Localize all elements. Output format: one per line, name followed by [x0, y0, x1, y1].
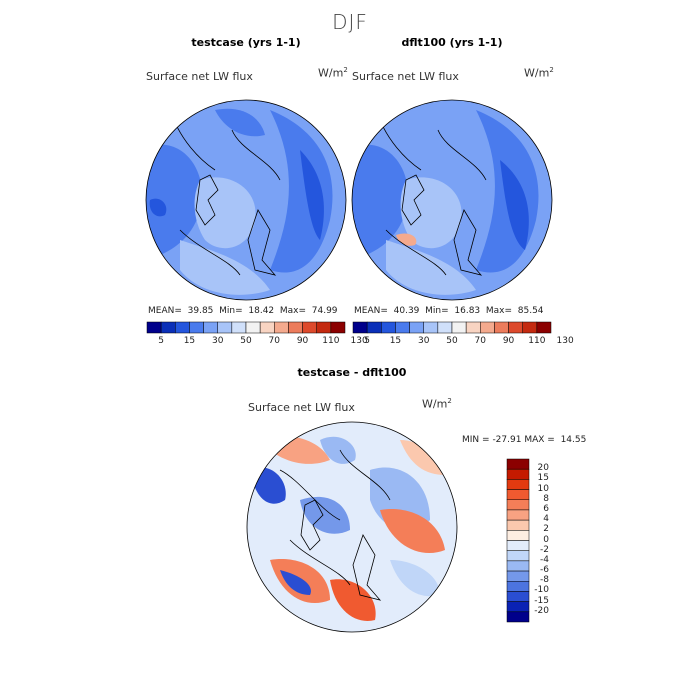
- page-title: DJF: [332, 10, 368, 34]
- stats-dflt100: MEAN= 40.39 Min= 16.83 Max= 85.54: [354, 306, 544, 316]
- colorbar-dflt100-tick-label: 50: [446, 336, 458, 346]
- unit-label-testcase: W/m2: [318, 66, 348, 80]
- colorbar-testcase-swatch: [175, 321, 190, 334]
- panel-title-testcase: testcase (yrs 1-1): [191, 36, 301, 49]
- colorbar-testcase-swatch: [203, 321, 218, 334]
- variable-label-testcase: Surface net LW flux: [146, 70, 253, 83]
- colorbar-testcase-swatch: [302, 321, 317, 334]
- map-testcase: [146, 100, 346, 300]
- colorbar-difference-swatch: [506, 570, 530, 582]
- colorbar-dflt100-swatch: [451, 321, 467, 334]
- variable-label-dflt100: Surface net LW flux: [352, 70, 459, 83]
- colorbar-testcase-swatch: [160, 321, 176, 334]
- stats-testcase: MEAN= 39.85 Min= 18.42 Max= 74.99: [148, 306, 338, 316]
- colorbar-difference-swatch: [506, 591, 530, 602]
- colorbar-difference-swatch: [506, 601, 530, 613]
- colorbar-dflt100-swatch: [522, 321, 538, 334]
- colorbar-difference-swatch: [506, 489, 530, 500]
- colorbar-dflt100-swatch: [508, 321, 523, 334]
- variable-label-difference: Surface net LW flux: [248, 401, 355, 414]
- colorbar-difference-swatch: [506, 519, 530, 531]
- colorbar-testcase-swatch: [245, 321, 261, 334]
- colorbar-difference-tick-label: 20: [537, 463, 549, 474]
- colorbar-difference-swatch: [506, 540, 530, 551]
- colorbar-dflt100: [352, 321, 552, 334]
- colorbar-testcase-swatch: [146, 321, 162, 334]
- colorbar-difference-swatch: [506, 611, 530, 623]
- map-boundary-dflt100: [351, 99, 553, 301]
- colorbar-dflt100-swatch: [381, 321, 396, 334]
- panel-title-difference: testcase - dflt100: [297, 366, 407, 379]
- colorbar-difference-swatch: [506, 581, 530, 592]
- colorbar-testcase-swatch: [330, 321, 346, 334]
- colorbar-dflt100-swatch: [409, 321, 424, 334]
- colorbar-dflt100-swatch: [395, 321, 410, 334]
- colorbar-dflt100-tick-label: 30: [417, 336, 430, 346]
- colorbar-difference-tick-label: -20: [534, 605, 549, 616]
- colorbar-dflt100-swatch: [423, 321, 439, 334]
- colorbar-dflt100-swatch: [536, 321, 552, 334]
- map-boundary-difference: [246, 421, 458, 633]
- colorbar-difference-tick-label: -6: [540, 565, 549, 576]
- unit-label-dflt100: W/m2: [524, 66, 554, 80]
- colorbar-difference-tick-label: -2: [540, 544, 549, 555]
- colorbar-testcase-tick-label: 90: [296, 336, 309, 346]
- colorbar-difference-tick-label: 6: [543, 503, 549, 514]
- colorbar-difference-swatch: [506, 560, 530, 572]
- colorbar-dflt100-tick-label: 90: [502, 336, 515, 346]
- colorbar-difference-tick-label: 8: [543, 493, 549, 504]
- stats-difference: MIN = -27.91 MAX = 14.55: [462, 435, 587, 445]
- map-boundary-testcase: [145, 99, 347, 301]
- colorbar-dflt100-swatch: [366, 321, 382, 334]
- colorbar-difference-tick-label: 15: [537, 473, 549, 484]
- colorbar-difference-tick-label: 2: [543, 524, 549, 535]
- colorbar-dflt100-swatch: [494, 321, 509, 334]
- colorbar-testcase-swatch: [316, 321, 332, 334]
- colorbar-testcase-swatch: [274, 321, 289, 334]
- map-dflt100: [352, 100, 552, 300]
- colorbar-difference-swatch: [506, 479, 530, 490]
- map-difference: [247, 422, 457, 632]
- colorbar-dflt100-tick-label: 130: [556, 336, 574, 346]
- colorbar-dflt100-tick-label: 70: [474, 336, 486, 346]
- colorbar-difference-tick-label: 4: [543, 514, 549, 525]
- unit-label-difference: W/m2: [422, 397, 452, 411]
- colorbar-testcase-swatch: [231, 321, 247, 334]
- colorbar-dflt100-tick-label: 5: [364, 336, 370, 346]
- colorbar-difference-swatch: [506, 530, 530, 541]
- colorbar-difference-tick-label: -10: [534, 585, 549, 596]
- colorbar-testcase-tick-label: 5: [158, 336, 164, 346]
- colorbar-difference-swatch: [506, 499, 530, 511]
- colorbar-difference-tick-label: 10: [537, 483, 549, 494]
- colorbar-difference-swatch: [506, 468, 530, 480]
- colorbar-difference-tick-label: 0: [543, 534, 549, 545]
- colorbar-testcase-tick-label: 130: [350, 336, 368, 346]
- colorbar-testcase-swatch: [288, 321, 303, 334]
- colorbar-dflt100-tick-label: 110: [528, 336, 546, 346]
- colorbar-dflt100-swatch: [352, 321, 368, 334]
- colorbar-difference-swatch: [506, 550, 530, 562]
- colorbar-difference-tick-label: -8: [540, 575, 549, 586]
- colorbar-difference-swatch: [506, 509, 530, 521]
- colorbar-testcase-swatch: [189, 321, 204, 334]
- colorbar-testcase-tick-label: 50: [240, 336, 252, 346]
- colorbar-difference: [506, 458, 530, 623]
- colorbar-difference-tick-label: -15: [534, 595, 549, 606]
- colorbar-dflt100-swatch: [480, 321, 495, 334]
- colorbar-difference-swatch: [506, 458, 530, 470]
- panel-title-dflt100: dflt100 (yrs 1-1): [401, 36, 503, 49]
- colorbar-dflt100-swatch: [465, 321, 481, 334]
- colorbar-testcase-tick-label: 110: [322, 336, 340, 346]
- colorbar-testcase-tick-label: 30: [211, 336, 224, 346]
- colorbar-dflt100-tick-label: 15: [389, 336, 402, 346]
- colorbar-testcase-swatch: [217, 321, 233, 334]
- colorbar-dflt100-swatch: [437, 321, 453, 334]
- colorbar-difference-tick-label: -4: [540, 554, 549, 565]
- colorbar-testcase: [146, 321, 346, 334]
- colorbar-testcase-tick-label: 70: [268, 336, 280, 346]
- colorbar-testcase-tick-label: 15: [183, 336, 196, 346]
- colorbar-testcase-swatch: [259, 321, 275, 334]
